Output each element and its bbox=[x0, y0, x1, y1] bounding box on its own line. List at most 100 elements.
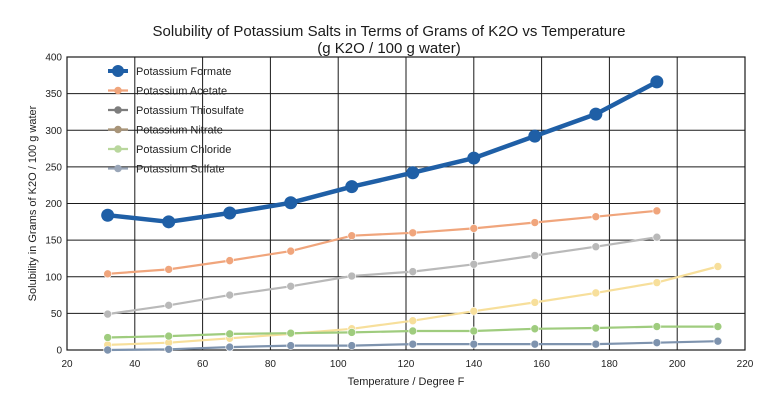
data-point bbox=[650, 75, 664, 89]
data-point bbox=[408, 339, 418, 349]
data-point bbox=[286, 246, 296, 256]
data-point bbox=[652, 278, 662, 287]
data-point bbox=[469, 224, 479, 233]
series-line bbox=[107, 236, 658, 316]
data-point bbox=[652, 232, 662, 242]
data-point bbox=[408, 326, 418, 336]
series-potassium-chloride bbox=[103, 322, 723, 342]
data-point bbox=[225, 329, 235, 339]
data-point bbox=[103, 333, 112, 342]
data-point bbox=[286, 341, 296, 350]
data-point bbox=[591, 212, 601, 221]
data-point bbox=[530, 218, 540, 227]
data-point bbox=[469, 259, 479, 269]
series-potassium-sulfate bbox=[103, 336, 723, 355]
y-tick-label: 250 bbox=[45, 162, 62, 173]
data-point bbox=[530, 251, 540, 260]
legend-item: Potassium Chloride bbox=[108, 144, 231, 156]
x-tick-label: 80 bbox=[265, 359, 277, 370]
legend-item: Potassium Nitrate bbox=[108, 125, 223, 137]
data-point bbox=[469, 326, 479, 336]
data-point bbox=[591, 339, 601, 349]
series-potassium-thiosulfate bbox=[103, 232, 662, 319]
data-point bbox=[652, 322, 662, 331]
data-point bbox=[223, 206, 237, 220]
legend-label: Potassium Nitrate bbox=[136, 125, 223, 137]
data-point bbox=[225, 342, 235, 352]
data-point bbox=[103, 345, 112, 355]
data-point bbox=[225, 290, 235, 300]
data-point bbox=[164, 344, 173, 354]
data-point bbox=[530, 298, 540, 307]
data-point bbox=[713, 336, 723, 346]
legend-swatch-marker bbox=[114, 106, 122, 114]
y-tick-label: 100 bbox=[45, 272, 62, 283]
legend: Potassium Formate Potassium Acetate Potass… bbox=[108, 65, 244, 176]
legend-swatch-marker bbox=[114, 86, 122, 95]
legend-label: Potassium Formate bbox=[136, 66, 231, 78]
data-point bbox=[591, 242, 601, 252]
legend-swatch-marker bbox=[114, 145, 122, 153]
legend-label: Potassium Sulfate bbox=[136, 164, 225, 176]
series-potassium-formate bbox=[101, 75, 664, 229]
legend-swatch-marker bbox=[114, 125, 122, 134]
legend-swatch-marker bbox=[112, 65, 124, 77]
data-point bbox=[406, 166, 420, 180]
x-tick-label: 120 bbox=[398, 359, 415, 370]
y-tick-label: 0 bbox=[56, 346, 62, 357]
data-point bbox=[164, 331, 173, 341]
x-tick-label: 160 bbox=[533, 359, 550, 370]
data-point bbox=[408, 316, 418, 326]
data-point bbox=[408, 228, 418, 238]
legend-item: Potassium Sulfate bbox=[108, 164, 225, 176]
data-point bbox=[469, 306, 479, 316]
data-point bbox=[713, 262, 723, 271]
x-tick-label: 20 bbox=[61, 359, 73, 370]
data-point bbox=[591, 323, 601, 333]
chart-subtitle: (g K2O / 100 g water) bbox=[317, 40, 461, 57]
data-point bbox=[286, 281, 296, 291]
y-tick-label: 50 bbox=[51, 309, 63, 320]
y-tick-label: 150 bbox=[45, 236, 62, 247]
legend-item: Potassium Acetate bbox=[108, 86, 227, 98]
data-point bbox=[345, 180, 359, 194]
data-point bbox=[103, 269, 112, 279]
data-point bbox=[164, 265, 173, 274]
series-layer bbox=[101, 75, 723, 355]
x-tick-label: 180 bbox=[601, 359, 618, 370]
y-axis-label: Solubility in Grams of K2O / 100 g water bbox=[27, 105, 39, 301]
data-point bbox=[347, 341, 357, 350]
y-tick-label: 200 bbox=[45, 199, 62, 210]
grid-layer bbox=[66, 56, 746, 351]
data-point bbox=[347, 328, 357, 337]
legend-label: Potassium Thiosulfate bbox=[136, 105, 244, 117]
data-point bbox=[286, 328, 296, 338]
data-point bbox=[347, 271, 357, 281]
x-tick-label: 200 bbox=[669, 359, 686, 370]
data-point bbox=[164, 301, 173, 310]
legend-label: Potassium Acetate bbox=[136, 86, 227, 98]
legend-swatch-marker bbox=[114, 164, 122, 173]
data-point bbox=[467, 151, 481, 165]
x-tick-label: 220 bbox=[737, 359, 754, 370]
legend-item: Potassium Formate bbox=[108, 65, 231, 78]
data-point bbox=[713, 322, 723, 331]
data-point bbox=[652, 206, 662, 216]
data-point bbox=[408, 267, 418, 276]
data-point bbox=[469, 339, 479, 349]
data-point bbox=[530, 339, 540, 349]
data-point bbox=[589, 107, 603, 121]
x-axis-label: Temperature / Degree F bbox=[348, 376, 465, 388]
x-tick-label: 60 bbox=[197, 359, 209, 370]
y-tick-label: 400 bbox=[45, 53, 62, 64]
series-line bbox=[107, 79, 658, 225]
data-point bbox=[103, 309, 112, 319]
data-point bbox=[347, 231, 357, 241]
data-point bbox=[225, 256, 235, 265]
chart-title: Solubility of Potassium Salts in Terms o… bbox=[152, 23, 626, 40]
series-line bbox=[107, 209, 658, 275]
y-tick-label: 300 bbox=[45, 126, 62, 137]
x-tick-label: 40 bbox=[129, 359, 141, 370]
data-point bbox=[284, 196, 298, 210]
